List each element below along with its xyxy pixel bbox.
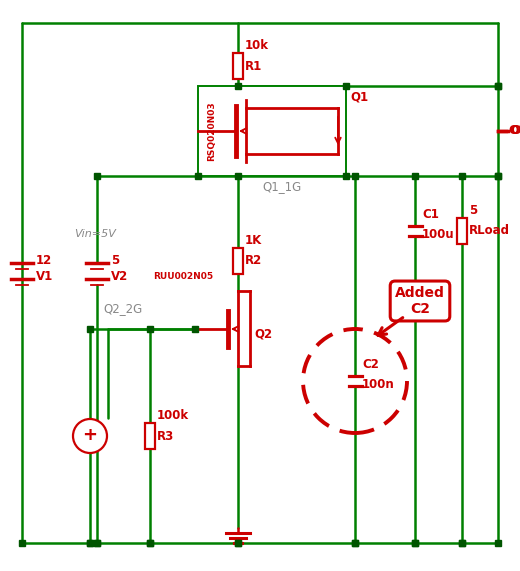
- Text: C2: C2: [362, 358, 379, 371]
- Text: Q1: Q1: [350, 90, 368, 103]
- Text: RLoad: RLoad: [469, 224, 510, 238]
- Text: 100k: 100k: [157, 409, 189, 422]
- Text: RSQ020N03: RSQ020N03: [207, 101, 216, 161]
- Text: V1: V1: [36, 271, 53, 283]
- Text: +: +: [83, 426, 98, 444]
- Text: Q2_2G: Q2_2G: [104, 303, 143, 316]
- Text: 5: 5: [469, 204, 477, 217]
- Bar: [233, 53, 243, 79]
- Text: Q2: Q2: [254, 328, 272, 340]
- Text: 12: 12: [36, 255, 52, 267]
- Text: Q1_1G: Q1_1G: [263, 180, 302, 193]
- Text: C1: C1: [422, 208, 439, 221]
- Text: OUT: OUT: [510, 124, 520, 138]
- Text: R1: R1: [245, 59, 262, 73]
- Text: 100u: 100u: [422, 228, 454, 242]
- Text: Added
C2: Added C2: [395, 286, 445, 316]
- Text: 10k: 10k: [245, 39, 269, 52]
- Bar: [198, 86, 346, 176]
- Circle shape: [73, 419, 107, 453]
- Text: RUU002N05: RUU002N05: [153, 272, 213, 281]
- Text: OUT: OUT: [508, 124, 520, 138]
- Text: R2: R2: [245, 255, 262, 267]
- Bar: [457, 218, 467, 244]
- Text: 5: 5: [111, 255, 119, 267]
- Text: 1K: 1K: [245, 234, 262, 247]
- Bar: [145, 423, 155, 449]
- Text: 100n: 100n: [362, 379, 395, 392]
- Bar: [233, 248, 243, 274]
- Text: R3: R3: [157, 429, 174, 443]
- Text: Vin=5V: Vin=5V: [74, 229, 116, 239]
- Text: V2: V2: [111, 271, 128, 283]
